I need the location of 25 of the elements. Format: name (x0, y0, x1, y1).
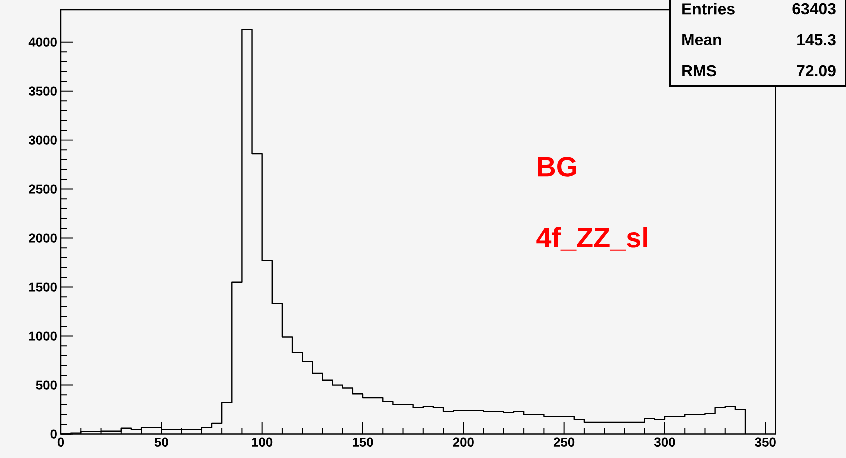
y-tick-label: 3500 (28, 86, 57, 96)
annotation: BG (538, 157, 576, 177)
x-tick-label: 350 (755, 438, 776, 447)
y-tick-label: 0 (50, 430, 57, 439)
x-tick-label: 50 (154, 438, 168, 447)
x-tick-label: 300 (654, 438, 676, 447)
y-tick-label: 1000 (29, 332, 57, 341)
annotation: RMS (682, 65, 716, 77)
x-tick-label: 150 (353, 438, 374, 447)
y-tick-label: 500 (36, 380, 57, 390)
y-tick-label: 4000 (28, 38, 57, 47)
x-tick-label: 250 (554, 438, 575, 447)
annotation: Entries (682, 3, 735, 15)
annotation: 4f_ZZ_sl (536, 227, 648, 251)
y-tick-label: 2000 (29, 234, 57, 243)
y-tick-label: 2500 (29, 184, 57, 194)
x-tick-label: 0 (58, 438, 64, 447)
y-tick-label: 3000 (28, 136, 57, 145)
text: 145.3 (798, 34, 836, 46)
x-tick-label: 200 (453, 438, 474, 447)
text: 72.09 (797, 65, 836, 77)
x-tick-label: 100 (252, 438, 273, 447)
text: 63403 (792, 3, 836, 15)
y-tick-label: 1500 (29, 282, 57, 292)
annotation: Mean (682, 34, 722, 46)
